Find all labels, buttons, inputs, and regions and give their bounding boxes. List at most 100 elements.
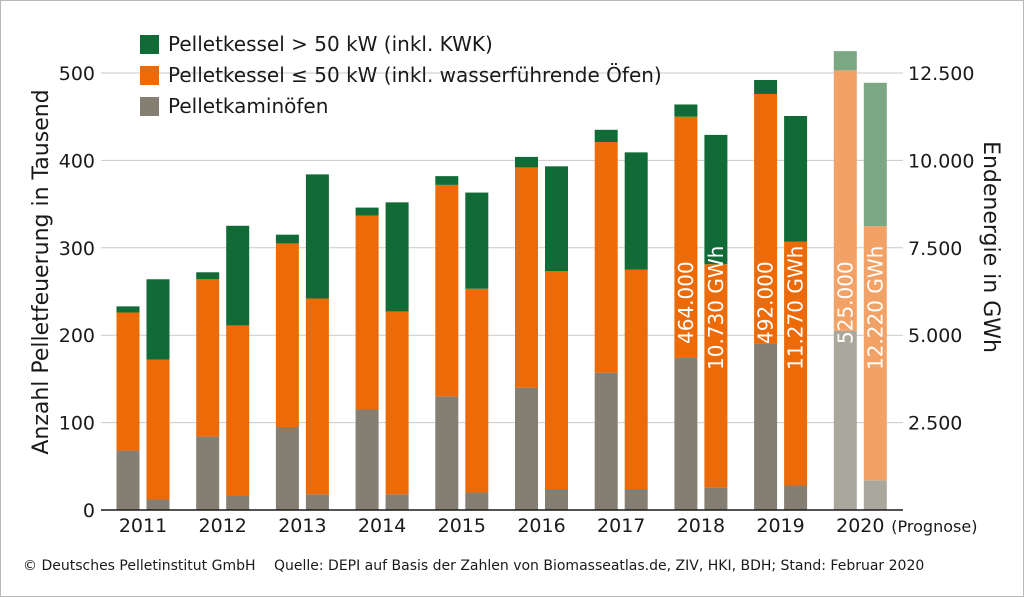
y-tick-label: 100 bbox=[59, 413, 95, 435]
y-axis-label-right: Endenergie in GWh bbox=[978, 141, 1003, 353]
bar-energy-orange bbox=[624, 269, 648, 490]
x-tick-label: 2018 bbox=[677, 515, 725, 537]
bar-energy-gray bbox=[385, 494, 409, 510]
bar-energy-green bbox=[624, 152, 648, 270]
bar-energy-orange bbox=[146, 359, 170, 500]
annotation-count: 464.000 bbox=[674, 261, 698, 344]
bar-count-kaminoefen bbox=[515, 387, 538, 510]
bar-energy-gray bbox=[784, 485, 808, 510]
bar-count-kessel-small bbox=[754, 93, 778, 344]
y-tick-label-right: 2.500 bbox=[908, 413, 962, 435]
bar-count-kaminoefen bbox=[275, 426, 299, 510]
bar-energy-orange bbox=[305, 298, 329, 495]
bar-energy-gray bbox=[305, 494, 329, 510]
y-tick-label: 300 bbox=[59, 238, 95, 260]
bar-count-kessel-small bbox=[594, 142, 618, 373]
x-tick-label: 2016 bbox=[517, 515, 565, 537]
bar-count-kessel-small bbox=[355, 215, 379, 410]
footer: © Deutsches Pelletinstitut GmbH Quelle: … bbox=[23, 558, 938, 574]
bar-count-kessel-small bbox=[833, 70, 857, 331]
bar-energy-orange bbox=[226, 325, 250, 497]
bar-count-kaminoefen bbox=[435, 396, 459, 510]
bar-energy-gray bbox=[863, 480, 887, 510]
bar-energy-green bbox=[863, 82, 887, 227]
x-tick-label: 2019 bbox=[756, 515, 804, 537]
bar-energy-orange bbox=[465, 288, 489, 493]
bar-energy-gray bbox=[704, 487, 728, 510]
x-tick-label: 2020 bbox=[836, 515, 884, 537]
x-tick-label: 2011 bbox=[119, 515, 167, 537]
bar-count-kessel-large bbox=[275, 234, 299, 244]
bar-count-kessel-large bbox=[116, 306, 140, 313]
bar-count-kaminoefen bbox=[355, 409, 379, 510]
x-tick-label: 2012 bbox=[199, 515, 247, 537]
bar-count-kaminoefen bbox=[833, 330, 857, 510]
legend-label: Pelletkessel > 50 kW (inkl. KWK) bbox=[168, 32, 493, 56]
pellet-chart: Anzahl Pelletfeuerung in Tausend Endener… bbox=[29, 32, 1003, 537]
bar-count-kessel-small bbox=[515, 167, 538, 388]
bar-energy-gray bbox=[545, 489, 568, 510]
x-tick-label: 2015 bbox=[438, 515, 486, 537]
legend: Pelletkessel > 50 kW (inkl. KWK) Pelletke… bbox=[140, 32, 662, 118]
annotation-count: 492.000 bbox=[754, 261, 778, 344]
bar-count-kessel-small bbox=[196, 279, 220, 437]
x-tick-suffix: (Prognose) bbox=[891, 517, 977, 536]
bar-energy-gray bbox=[465, 492, 489, 510]
source-note: Quelle: DEPI auf Basis der Zahlen von Bi… bbox=[273, 558, 925, 574]
bar-count-kaminoefen bbox=[196, 436, 220, 510]
bar-count-kaminoefen bbox=[594, 372, 618, 510]
bar-count-kessel-small bbox=[116, 312, 140, 451]
bar-energy-orange bbox=[385, 311, 409, 495]
bar-count-kessel-large bbox=[833, 51, 857, 71]
bar-energy-green bbox=[226, 225, 250, 326]
bar-count-kessel-small bbox=[275, 243, 299, 427]
bar-count-kessel-large bbox=[594, 129, 618, 143]
legend-swatch bbox=[140, 35, 159, 54]
bar-energy-gray bbox=[624, 489, 648, 510]
bar-energy-green bbox=[146, 279, 170, 360]
y-tick-label-right: 7.500 bbox=[908, 238, 962, 260]
bar-count-kessel-large bbox=[754, 79, 778, 94]
bar-energy-orange bbox=[704, 264, 728, 488]
x-tick-label: 2013 bbox=[278, 515, 326, 537]
x-tick-label: 2014 bbox=[358, 515, 406, 537]
y-tick-label-right: 12.500 bbox=[908, 63, 974, 85]
bar-energy-green bbox=[545, 166, 568, 272]
annotations: 464.000 10.730 GWh 492.000 11.270 GWh 525.00… bbox=[674, 246, 887, 370]
y-tick-label-right: 10.000 bbox=[908, 150, 974, 172]
bars bbox=[116, 51, 887, 510]
bar-energy-green bbox=[784, 116, 808, 242]
legend-swatch bbox=[140, 97, 159, 116]
bar-count-kessel-large bbox=[674, 104, 698, 117]
y-tick-label: 400 bbox=[59, 150, 95, 172]
bar-count-kaminoefen bbox=[674, 357, 698, 510]
axes: Anzahl Pelletfeuerung in Tausend Endener… bbox=[29, 63, 1003, 537]
bar-energy-green bbox=[465, 192, 489, 289]
x-tick-label: 2017 bbox=[597, 515, 645, 537]
y-axis-label: Anzahl Pelletfeuerung in Tausend bbox=[29, 89, 54, 454]
bar-energy-green bbox=[704, 134, 728, 265]
legend-swatch bbox=[140, 66, 159, 85]
annotation-count: 525.000 bbox=[833, 261, 857, 344]
copyright-note: © Deutsches Pelletinstitut GmbH bbox=[23, 558, 256, 574]
bar-energy-green bbox=[305, 174, 329, 299]
annotation-energy: 10.730 GWh bbox=[704, 246, 728, 370]
bar-count-kessel-small bbox=[435, 184, 459, 397]
bar-energy-gray bbox=[146, 499, 170, 510]
annotation-energy: 11.270 GWh bbox=[784, 246, 808, 370]
bar-energy-green bbox=[385, 202, 409, 312]
annotation-energy: 12.220 GWh bbox=[863, 246, 887, 370]
y-tick-label: 0 bbox=[83, 500, 95, 522]
bar-count-kessel-large bbox=[435, 176, 459, 185]
y-tick-label: 500 bbox=[59, 63, 95, 85]
bar-count-kessel-small bbox=[674, 116, 698, 358]
bar-energy-orange bbox=[863, 226, 887, 481]
bar-count-kaminoefen bbox=[754, 343, 778, 510]
y-tick-label-right: 5.000 bbox=[908, 325, 962, 347]
bar-count-kessel-large bbox=[515, 156, 538, 168]
bar-count-kessel-large bbox=[355, 207, 379, 216]
legend-label: Pelletkaminöfen bbox=[168, 94, 328, 118]
bar-count-kaminoefen bbox=[116, 450, 140, 510]
bar-energy-orange bbox=[545, 271, 568, 490]
